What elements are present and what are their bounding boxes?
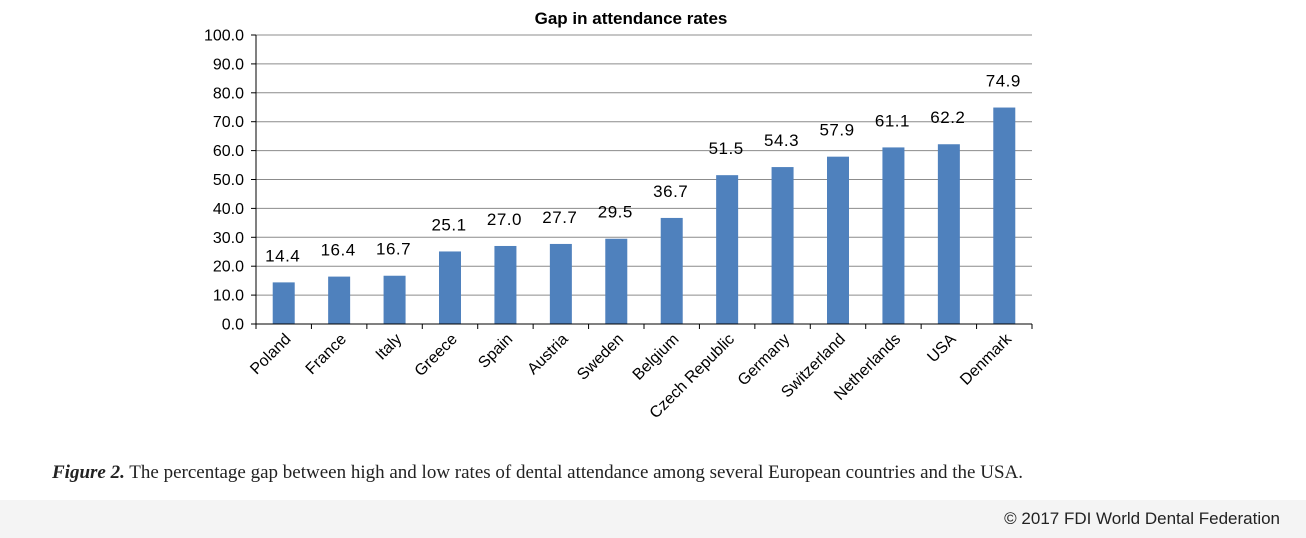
data-label: 27.7 [542, 208, 577, 227]
y-tick-label: 20.0 [213, 259, 244, 276]
axes: 0.0 10.0 20.0 30.0 40.0 50.0 60.0 70.0 80.0 90.0 1… [204, 28, 1033, 334]
y-tick-label: 100.0 [204, 28, 244, 45]
data-label: 57.9 [819, 121, 854, 140]
y-tick-label: 80.0 [213, 85, 244, 102]
y-tick-label: 60.0 [213, 143, 244, 160]
data-label: 29.5 [598, 203, 633, 222]
x-tick-label: France [303, 331, 350, 378]
data-label: 27.0 [487, 210, 522, 229]
data-label: 74.9 [986, 72, 1021, 91]
data-label: 16.4 [321, 241, 356, 260]
x-tick-label: Germany [735, 331, 794, 390]
x-tick-label: Austria [524, 331, 571, 378]
bar-sweden [605, 238, 628, 324]
copyright-text: © 2017 FDI World Dental Federation [1004, 509, 1280, 528]
x-tick-label: Spain [475, 331, 516, 372]
y-tick-label: 30.0 [213, 230, 244, 247]
bar-switzerland [827, 156, 849, 324]
bar-italy [383, 275, 406, 324]
bars [272, 107, 1016, 324]
y-tick-label: 40.0 [213, 201, 244, 218]
x-tick-label: Sweden [574, 331, 627, 384]
y-tick-label: 10.0 [213, 288, 244, 305]
data-labels: 14.4 Poland 16.4 France 16.7 Italy 25.1 Greece 2… [247, 72, 1021, 423]
x-tick-label: USA [924, 331, 960, 367]
data-label: 25.1 [431, 215, 466, 234]
data-label: 51.5 [709, 139, 744, 158]
y-tick-label: 50.0 [213, 172, 244, 189]
bar-usa [937, 144, 960, 324]
data-label: 54.3 [764, 131, 799, 150]
y-tick-label: 90.0 [213, 56, 244, 73]
data-label: 16.7 [376, 240, 411, 259]
bar-netherlands [882, 147, 905, 324]
footer-bar [0, 500, 1306, 538]
bar-france [328, 276, 351, 324]
bar-belgium [660, 217, 683, 324]
data-label: 14.4 [265, 246, 300, 265]
bar-austria [549, 243, 572, 324]
bar-germany [771, 167, 794, 324]
data-label: 61.1 [875, 111, 910, 130]
x-tick-label: Italy [373, 331, 406, 364]
bar-greece [439, 251, 461, 324]
gridlines [256, 34, 1032, 296]
figure-caption: Figure 2. The percentage gap between hig… [52, 462, 1252, 484]
y-tick-label: 0.0 [222, 317, 244, 334]
bar-spain [494, 245, 517, 324]
x-tick-label: Poland [247, 331, 294, 378]
caption-label: Figure 2. [52, 462, 125, 483]
data-label: 36.7 [653, 182, 688, 201]
y-tick-label: 70.0 [213, 114, 244, 131]
bar-czech-republic [716, 175, 739, 324]
x-tick-label: Greece [412, 331, 461, 380]
caption-text: The percentage gap between high and low … [129, 462, 1023, 483]
bar-poland [272, 282, 295, 324]
x-tick-label: Denmark [957, 330, 1016, 389]
x-tick-label: Belgium [630, 331, 683, 384]
bar-chart: Gap in attendance rates 0.0 10.0 20.0 30.0 4… [204, 9, 1033, 423]
data-label: 62.2 [930, 108, 965, 127]
bar-denmark [993, 107, 1016, 324]
chart-title: Gap in attendance rates [535, 9, 728, 28]
